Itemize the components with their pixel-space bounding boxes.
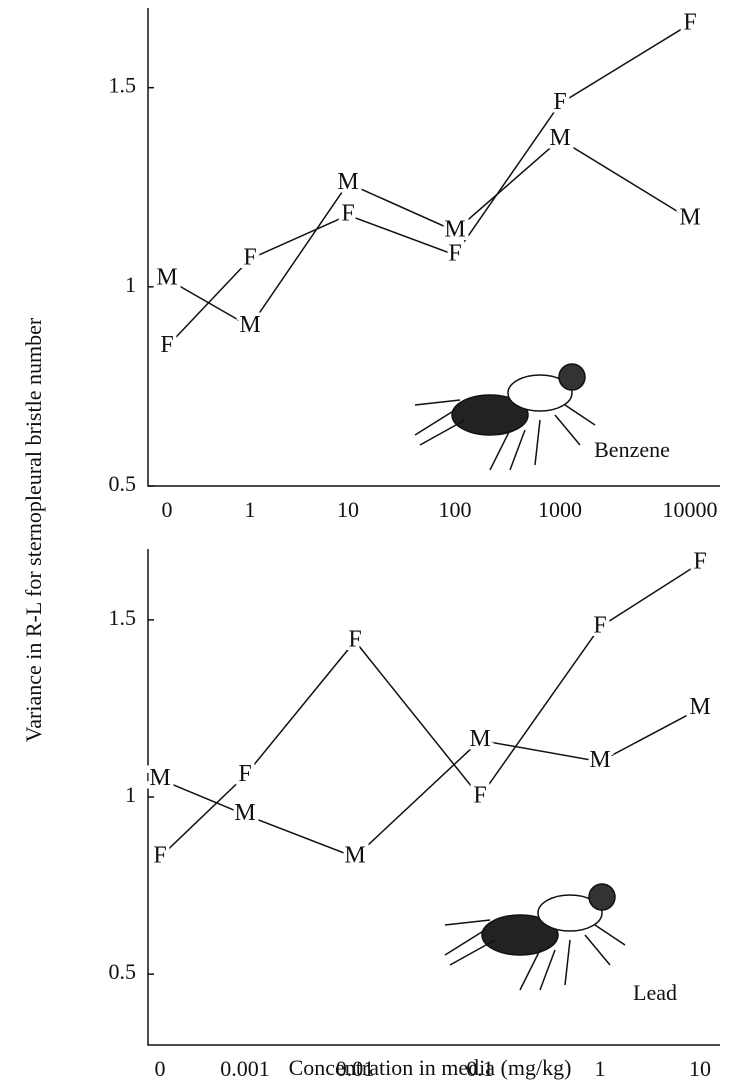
x-tick-label: 1000 bbox=[538, 497, 582, 522]
x-tick-label: 0.01 bbox=[336, 1056, 375, 1081]
series-line bbox=[166, 138, 691, 328]
point-marker: M bbox=[589, 747, 610, 773]
series-line bbox=[159, 707, 701, 859]
point-marker: M bbox=[679, 205, 700, 231]
point-marker: M bbox=[156, 264, 177, 290]
x-tick-label: 10 bbox=[337, 497, 359, 522]
x-tick-label: 0 bbox=[162, 497, 173, 522]
fly-illustration bbox=[414, 363, 596, 471]
y-tick-label: 1 bbox=[125, 782, 136, 807]
x-tick-label: 10000 bbox=[663, 497, 718, 522]
x-tick-label: 0.001 bbox=[220, 1056, 270, 1081]
point-marker: F bbox=[693, 549, 706, 575]
point-marker: F bbox=[341, 201, 354, 227]
point-marker: M bbox=[239, 312, 260, 338]
y-tick-label: 1 bbox=[125, 272, 136, 297]
x-axis-label: Concentration in media (mg/kg) bbox=[289, 1055, 572, 1080]
point-marker: F bbox=[553, 89, 566, 115]
x-tick-label: 10 bbox=[689, 1056, 711, 1081]
fly-illustration bbox=[444, 883, 626, 991]
point-marker: F bbox=[683, 9, 696, 35]
point-marker: M bbox=[689, 694, 710, 720]
point-marker: M bbox=[469, 726, 490, 752]
x-tick-label: 0.1 bbox=[466, 1056, 494, 1081]
point-marker: M bbox=[444, 217, 465, 243]
x-tick-label: 0 bbox=[155, 1056, 166, 1081]
x-tick-label: 100 bbox=[439, 497, 472, 522]
point-marker: M bbox=[344, 843, 365, 869]
point-marker: F bbox=[153, 843, 166, 869]
point-marker: F bbox=[593, 612, 606, 638]
point-marker: M bbox=[149, 765, 170, 791]
y-axis-label: Variance in R-L for sternopleural bristl… bbox=[21, 317, 46, 742]
point-marker: F bbox=[160, 332, 173, 358]
x-tick-label: 1 bbox=[595, 1056, 606, 1081]
x-tick-label: 1 bbox=[245, 497, 256, 522]
y-tick-label: 1.5 bbox=[109, 73, 137, 98]
point-marker: F bbox=[238, 761, 251, 787]
series-line bbox=[159, 562, 701, 858]
annotation: Benzene bbox=[594, 437, 670, 462]
y-axis bbox=[147, 549, 720, 1046]
y-tick-label: 0.5 bbox=[109, 471, 137, 496]
point-marker: F bbox=[473, 783, 486, 809]
annotation: Lead bbox=[633, 980, 677, 1005]
y-tick-label: 0.5 bbox=[109, 959, 137, 984]
series-line bbox=[166, 23, 691, 348]
point-marker: M bbox=[549, 125, 570, 151]
point-marker: M bbox=[337, 169, 358, 195]
point-marker: M bbox=[234, 800, 255, 826]
point-marker: F bbox=[243, 244, 256, 270]
point-marker: F bbox=[348, 627, 361, 653]
y-tick-label: 1.5 bbox=[109, 605, 137, 630]
point-marker: F bbox=[448, 240, 461, 266]
